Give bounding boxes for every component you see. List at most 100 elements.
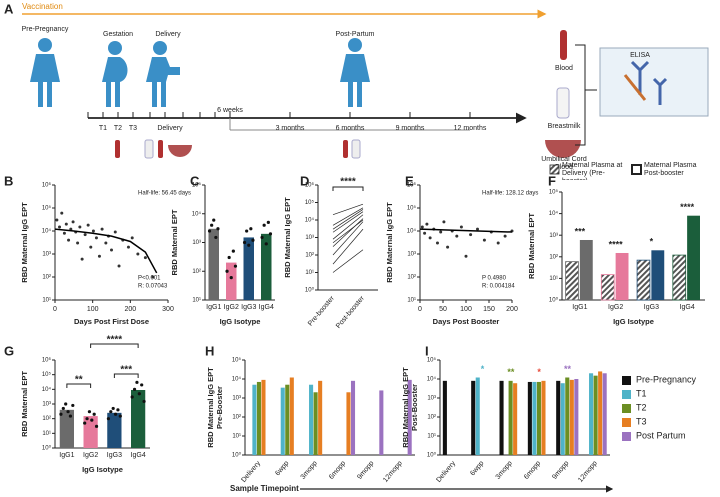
point <box>97 254 101 258</box>
x-tick-label: 150 <box>483 306 495 313</box>
point <box>59 412 63 416</box>
y-tick-label: 10⁵ <box>407 205 417 212</box>
x-axis-label: Days Post Booster <box>433 317 500 326</box>
legend-text: Maternal Plasma Post-booster <box>644 162 697 177</box>
bar <box>379 390 384 455</box>
x-tick-label: Post-booster <box>335 294 366 329</box>
y-axis-label: RBD Maternal EPT <box>527 213 536 279</box>
y-tick-label: 10⁵ <box>42 371 52 378</box>
y-tick-label: 10³ <box>192 240 201 246</box>
y-axis-label: RBD Maternal IgG EPT <box>20 202 29 283</box>
x-tick-label: 6wpp <box>274 460 290 477</box>
bar <box>131 390 146 448</box>
bar <box>261 233 272 300</box>
assay-label: ELISA <box>630 52 650 59</box>
point <box>262 223 266 227</box>
point <box>207 229 212 233</box>
bar <box>560 383 565 455</box>
point <box>118 414 122 418</box>
bar <box>672 254 687 301</box>
bracket <box>90 343 139 348</box>
fit-line <box>54 228 158 274</box>
bar <box>318 380 323 455</box>
point <box>60 211 64 215</box>
timeline-label: 6 weeks <box>217 107 243 114</box>
x-tick-label: Delivery <box>240 460 262 484</box>
point <box>83 421 87 425</box>
point <box>89 245 93 249</box>
point <box>109 410 113 414</box>
x-tick-label: 3mopp <box>495 460 514 481</box>
bar <box>574 379 579 455</box>
point <box>78 225 82 229</box>
legend-text: Maternal Plasma at Delivery (Pre-booster… <box>562 162 623 180</box>
y-tick-label: 10⁵ <box>305 199 315 206</box>
pair-line <box>332 207 364 226</box>
y-tick-label: 10¹ <box>549 276 558 282</box>
x-tick-label: Pre-booster <box>307 294 336 327</box>
y-tick-label: 10² <box>232 415 241 421</box>
bar <box>687 215 700 300</box>
point <box>216 227 220 231</box>
x-tick-label: 200 <box>506 306 518 313</box>
annotation: P<0.001 <box>138 276 161 282</box>
legend-label: T1 <box>636 388 647 398</box>
timeline-label: 9 months <box>396 125 425 132</box>
sample-icons <box>115 30 709 159</box>
bar <box>208 228 219 300</box>
point <box>85 417 89 421</box>
bar <box>598 371 603 455</box>
x-tick-label: 12mopp <box>382 460 404 484</box>
x-tick-label: IgG2 <box>608 304 623 311</box>
significance: * <box>481 364 485 374</box>
legend-swatch <box>549 164 560 175</box>
y-tick-label: 10² <box>42 275 51 281</box>
y-tick-label: 10⁰ <box>232 452 242 459</box>
y-tick-label: 10⁵ <box>42 205 52 212</box>
y-tick-label: 10² <box>42 416 51 422</box>
y-tick-label: 10¹ <box>42 298 51 304</box>
bar <box>565 377 570 455</box>
y-axis-label: RBD Maternal IgG EPT <box>401 367 410 448</box>
timeline-label: T1 <box>99 125 107 132</box>
point <box>227 255 231 260</box>
y-tick-label: 10⁶ <box>305 182 315 189</box>
y-tick-label: 10⁴ <box>427 376 437 383</box>
fit-line <box>419 228 513 233</box>
significance: **** <box>680 202 695 212</box>
y-tick-label: 10¹ <box>42 431 51 437</box>
bar <box>556 380 561 455</box>
point <box>233 264 238 268</box>
bracket <box>332 186 364 191</box>
point <box>229 276 233 280</box>
timeline-label: 6 months <box>336 125 365 132</box>
y-axis-label: Pre-Booster <box>215 386 224 429</box>
x-tick-label: 50 <box>439 306 447 313</box>
x-tick-label: IgG3 <box>107 452 122 459</box>
vaccination-label: Vaccination <box>22 2 63 11</box>
y-tick-label: 10⁴ <box>232 376 242 383</box>
point <box>94 236 98 240</box>
point <box>130 395 134 399</box>
legend-label: Pre-Pregnancy <box>636 374 697 384</box>
annotation: R: 0.004184 <box>482 284 515 290</box>
legend-swatch <box>622 432 631 441</box>
x-tick-label: 3mopp <box>300 460 319 481</box>
y-tick-label: 10⁴ <box>549 210 559 217</box>
legend-swatch <box>622 390 631 399</box>
significance: * <box>537 367 541 377</box>
bar <box>513 383 518 455</box>
panel-label: I <box>425 343 429 358</box>
y-tick-label: 10² <box>407 275 416 281</box>
pair-line <box>332 203 364 216</box>
x-axis-label: IgG Isotype <box>613 317 654 326</box>
point <box>151 275 155 279</box>
y-tick-label: 10⁶ <box>407 182 417 189</box>
point <box>446 245 450 249</box>
bar <box>59 409 74 448</box>
x-axis-label: IgG Isotype <box>82 465 123 474</box>
point <box>94 424 99 428</box>
pair-line <box>332 228 364 265</box>
point <box>91 229 95 233</box>
